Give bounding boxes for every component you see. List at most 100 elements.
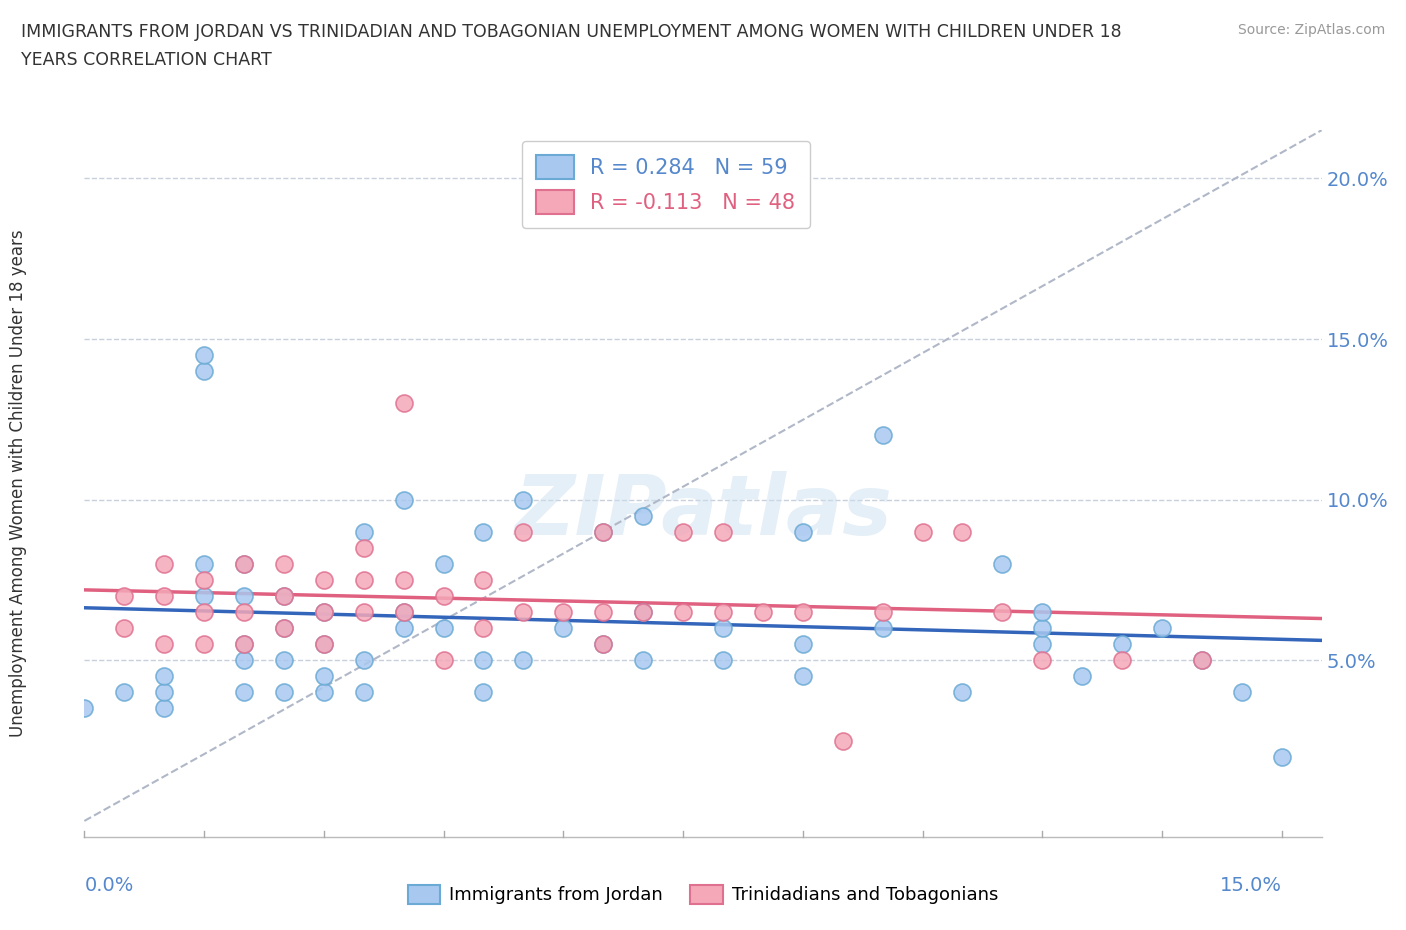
Point bbox=[1111, 637, 1133, 652]
Point bbox=[952, 685, 974, 700]
Text: Unemployment Among Women with Children Under 18 years: Unemployment Among Women with Children U… bbox=[10, 230, 27, 737]
Point bbox=[592, 637, 614, 652]
Text: IMMIGRANTS FROM JORDAN VS TRINIDADIAN AND TOBAGONIAN UNEMPLOYMENT AMONG WOMEN WI: IMMIGRANTS FROM JORDAN VS TRINIDADIAN AN… bbox=[21, 23, 1122, 41]
Text: 0.0%: 0.0% bbox=[84, 875, 134, 895]
Point bbox=[353, 540, 375, 555]
Point bbox=[472, 653, 495, 668]
Point bbox=[312, 573, 335, 588]
Point bbox=[991, 604, 1014, 619]
Point bbox=[592, 525, 614, 539]
Point bbox=[553, 604, 575, 619]
Point bbox=[233, 556, 256, 571]
Point bbox=[353, 573, 375, 588]
Point bbox=[672, 604, 695, 619]
Text: ZIPatlas: ZIPatlas bbox=[515, 472, 891, 552]
Point bbox=[792, 669, 814, 684]
Point bbox=[472, 525, 495, 539]
Point bbox=[233, 637, 256, 652]
Point bbox=[872, 604, 894, 619]
Point bbox=[432, 589, 454, 604]
Point bbox=[711, 525, 734, 539]
Point bbox=[112, 685, 135, 700]
Point bbox=[233, 556, 256, 571]
Point bbox=[312, 604, 335, 619]
Point bbox=[233, 637, 256, 652]
Point bbox=[1150, 620, 1173, 635]
Point bbox=[1031, 653, 1053, 668]
Point bbox=[472, 685, 495, 700]
Point bbox=[233, 653, 256, 668]
Point bbox=[512, 492, 534, 507]
Point bbox=[792, 525, 814, 539]
Point bbox=[392, 573, 415, 588]
Point bbox=[273, 620, 295, 635]
Point bbox=[672, 525, 695, 539]
Point bbox=[512, 525, 534, 539]
Point bbox=[952, 525, 974, 539]
Point bbox=[752, 604, 775, 619]
Point bbox=[193, 364, 215, 379]
Point bbox=[273, 589, 295, 604]
Point bbox=[472, 573, 495, 588]
Point bbox=[1031, 620, 1053, 635]
Point bbox=[432, 620, 454, 635]
Point bbox=[1191, 653, 1213, 668]
Point bbox=[1111, 653, 1133, 668]
Point bbox=[153, 701, 176, 716]
Point bbox=[711, 653, 734, 668]
Point bbox=[592, 604, 614, 619]
Point bbox=[153, 556, 176, 571]
Legend: R = 0.284   N = 59, R = -0.113   N = 48: R = 0.284 N = 59, R = -0.113 N = 48 bbox=[522, 140, 810, 229]
Text: Source: ZipAtlas.com: Source: ZipAtlas.com bbox=[1237, 23, 1385, 37]
Point bbox=[592, 637, 614, 652]
Point bbox=[312, 637, 335, 652]
Point bbox=[392, 620, 415, 635]
Legend: Immigrants from Jordan, Trinidadians and Tobagonians: Immigrants from Jordan, Trinidadians and… bbox=[401, 878, 1005, 911]
Point bbox=[711, 604, 734, 619]
Point bbox=[353, 604, 375, 619]
Point bbox=[792, 604, 814, 619]
Point bbox=[472, 620, 495, 635]
Point bbox=[353, 525, 375, 539]
Point bbox=[273, 685, 295, 700]
Point bbox=[1271, 750, 1294, 764]
Point bbox=[233, 685, 256, 700]
Point bbox=[911, 525, 934, 539]
Point bbox=[1031, 637, 1053, 652]
Point bbox=[631, 653, 654, 668]
Point bbox=[273, 653, 295, 668]
Point bbox=[512, 604, 534, 619]
Point bbox=[792, 637, 814, 652]
Point bbox=[392, 396, 415, 411]
Point bbox=[312, 685, 335, 700]
Point bbox=[193, 573, 215, 588]
Point bbox=[553, 620, 575, 635]
Text: YEARS CORRELATION CHART: YEARS CORRELATION CHART bbox=[21, 51, 271, 69]
Point bbox=[233, 604, 256, 619]
Point bbox=[392, 604, 415, 619]
Point bbox=[273, 556, 295, 571]
Point bbox=[312, 669, 335, 684]
Point bbox=[193, 589, 215, 604]
Point bbox=[872, 428, 894, 443]
Point bbox=[631, 604, 654, 619]
Point bbox=[312, 604, 335, 619]
Point bbox=[73, 701, 96, 716]
Point bbox=[1191, 653, 1213, 668]
Text: 15.0%: 15.0% bbox=[1220, 875, 1282, 895]
Point bbox=[112, 589, 135, 604]
Point bbox=[153, 669, 176, 684]
Point bbox=[353, 685, 375, 700]
Point bbox=[991, 556, 1014, 571]
Point bbox=[512, 653, 534, 668]
Point bbox=[312, 637, 335, 652]
Point bbox=[1071, 669, 1094, 684]
Point bbox=[193, 637, 215, 652]
Point bbox=[112, 620, 135, 635]
Point bbox=[1230, 685, 1253, 700]
Point bbox=[153, 685, 176, 700]
Point bbox=[432, 653, 454, 668]
Point bbox=[872, 620, 894, 635]
Point bbox=[631, 604, 654, 619]
Point bbox=[592, 525, 614, 539]
